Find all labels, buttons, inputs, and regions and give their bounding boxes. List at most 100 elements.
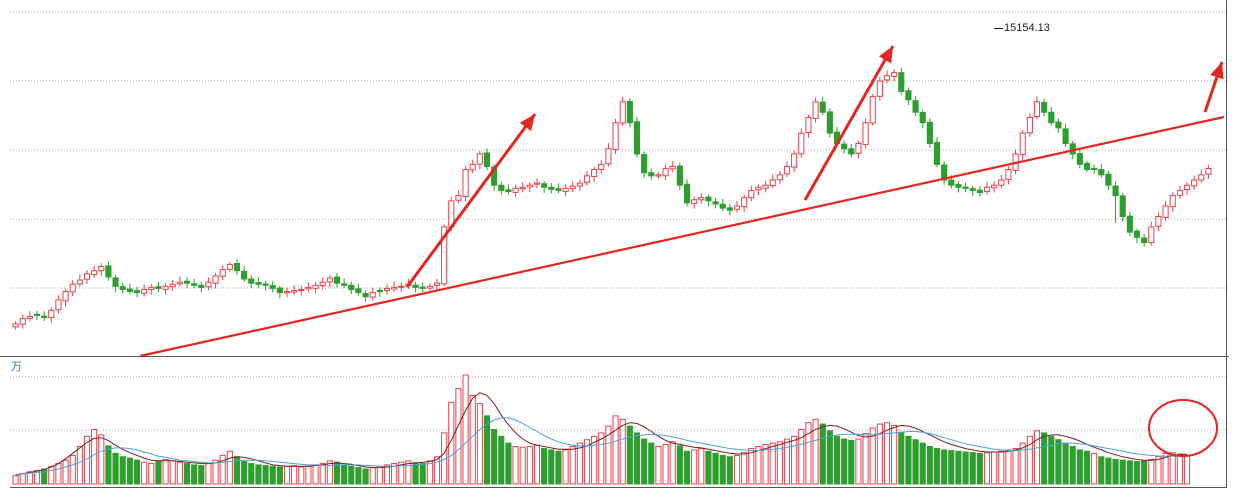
volume-bar — [1155, 456, 1162, 485]
candle-body — [662, 168, 669, 177]
candle-body — [769, 179, 776, 187]
volume-bar — [1091, 452, 1098, 485]
volume-bar — [119, 456, 126, 485]
volume-bar — [148, 463, 155, 485]
candle-body — [283, 291, 291, 294]
candle-body — [562, 187, 569, 192]
candle-body — [105, 265, 112, 278]
candle-body — [255, 282, 262, 285]
volume-bar — [769, 442, 776, 485]
candle-body — [733, 205, 741, 210]
volume-bar — [991, 451, 998, 485]
candle-body — [1126, 215, 1133, 233]
candle-body — [1019, 132, 1026, 155]
candle-body — [648, 172, 655, 177]
candle-body — [1005, 169, 1012, 180]
candle-body — [876, 80, 883, 97]
volume-bar — [48, 465, 55, 485]
candle-body — [433, 282, 441, 286]
volume-bar — [712, 452, 719, 485]
candle-body — [948, 179, 955, 186]
candle-body — [1133, 230, 1141, 238]
candle-body — [1162, 205, 1169, 218]
candle-body — [33, 313, 41, 317]
volume-bar — [762, 443, 769, 485]
volume-moving-averages — [15, 392, 1188, 476]
candle-body — [969, 188, 976, 191]
candle-body — [41, 315, 48, 319]
volume-bar — [319, 463, 326, 485]
volume-bar — [719, 454, 726, 485]
volume-bar — [76, 446, 83, 485]
trend-arrow-2-shaft — [803, 45, 895, 201]
candle-body — [683, 183, 691, 204]
volume-bar — [805, 422, 812, 485]
volume-bar — [105, 445, 112, 485]
volume-bar — [898, 431, 905, 485]
candle-body — [505, 189, 512, 192]
volume-bar — [205, 463, 212, 485]
volume-bar — [283, 465, 291, 485]
candle-body — [219, 269, 226, 277]
volume-highlight-circle — [1148, 399, 1218, 457]
candle-body — [583, 175, 591, 183]
candle-body — [1183, 184, 1191, 190]
volume-bar — [1033, 430, 1041, 485]
candle-body — [476, 153, 483, 165]
trend-arrow-1-head — [519, 114, 535, 132]
candle-body — [1026, 116, 1033, 134]
volume-bar — [669, 441, 676, 485]
volume-bar — [683, 450, 691, 485]
candle-body — [298, 288, 305, 291]
candle-body — [619, 101, 626, 124]
volume-bar — [141, 461, 148, 485]
candle-body — [1205, 168, 1212, 175]
volume-bar — [433, 456, 441, 485]
candle-body — [269, 285, 276, 289]
candle-body — [391, 286, 398, 290]
candle-body — [1112, 185, 1119, 197]
candle-body — [376, 289, 383, 293]
candle-body — [748, 189, 755, 199]
volume-bar — [1183, 454, 1191, 485]
candle-body — [555, 188, 562, 191]
candle-body — [212, 275, 219, 284]
candle-body — [626, 101, 633, 124]
volume-bar — [526, 446, 533, 485]
candle-body — [1055, 121, 1062, 129]
volume-bar — [1019, 442, 1026, 485]
candle-body — [183, 280, 191, 284]
peak-tick-mark — [994, 27, 1003, 29]
candle-body — [641, 154, 648, 174]
candle-body — [276, 287, 283, 294]
volume-bar — [662, 443, 669, 485]
candle-body — [826, 111, 833, 134]
candle-body — [126, 288, 133, 293]
candle-body — [141, 288, 148, 294]
candle-body — [741, 197, 748, 208]
annotations — [139, 45, 1225, 457]
volume-bar — [569, 446, 576, 485]
volume-bar — [912, 439, 919, 485]
volume-bar — [1119, 459, 1126, 485]
candle-body — [719, 203, 726, 209]
candle-body — [83, 273, 91, 280]
volume-bar — [362, 468, 369, 485]
volume-bar — [783, 438, 791, 485]
candle-body — [791, 153, 798, 168]
candle-body — [891, 72, 898, 77]
candle-body — [133, 290, 141, 294]
candle-body — [441, 226, 448, 285]
volume-bar — [341, 464, 348, 485]
candle-body — [512, 187, 519, 193]
candle-body — [1062, 128, 1069, 145]
candle-body — [755, 186, 762, 191]
candle-body — [941, 164, 948, 181]
volume-bar — [1083, 450, 1091, 485]
volume-bar — [1133, 461, 1141, 485]
volume-bar — [1162, 452, 1169, 485]
support-trend-line — [139, 115, 1225, 358]
candle-body — [419, 286, 426, 289]
